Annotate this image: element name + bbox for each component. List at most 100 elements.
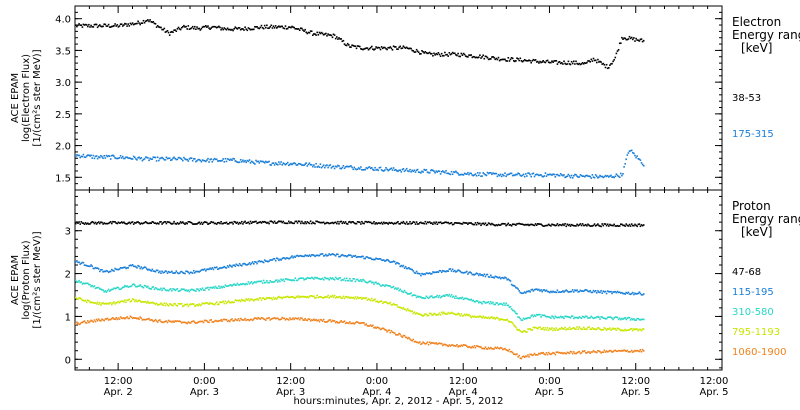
data-point-proton-4 bbox=[93, 319, 96, 321]
data-point-proton-3 bbox=[260, 299, 263, 301]
data-point-proton-2 bbox=[608, 316, 610, 318]
data-point-proton-1 bbox=[404, 266, 407, 268]
data-point-proton-4 bbox=[479, 346, 481, 348]
data-point-electron-1 bbox=[291, 163, 293, 166]
data-point-electron-0 bbox=[460, 52, 463, 55]
data-point-electron-1 bbox=[171, 158, 173, 161]
data-point-proton-4 bbox=[393, 332, 396, 334]
data-point-proton-2 bbox=[336, 277, 338, 280]
data-point-electron-1 bbox=[331, 165, 334, 168]
data-point-electron-0 bbox=[598, 61, 600, 63]
data-point-electron-0 bbox=[248, 27, 251, 30]
data-point-electron-1 bbox=[141, 159, 144, 162]
data-point-proton-2 bbox=[151, 286, 154, 289]
data-point-proton-2 bbox=[191, 288, 194, 291]
data-point-proton-2 bbox=[184, 289, 186, 292]
data-point-proton-1 bbox=[286, 257, 289, 259]
data-point-proton-2 bbox=[549, 316, 551, 319]
data-point-proton-4 bbox=[461, 345, 464, 347]
data-point-proton-0 bbox=[569, 225, 572, 227]
data-point-electron-0 bbox=[485, 55, 488, 58]
data-point-proton-2 bbox=[609, 316, 611, 318]
data-point-proton-0 bbox=[239, 222, 242, 225]
data-point-electron-0 bbox=[468, 54, 470, 56]
data-point-electron-0 bbox=[131, 22, 134, 24]
data-point-proton-4 bbox=[242, 319, 244, 321]
data-point-proton-0 bbox=[388, 221, 390, 224]
data-point-electron-1 bbox=[387, 169, 389, 172]
data-point-proton-3 bbox=[597, 327, 599, 329]
data-point-proton-1 bbox=[562, 290, 564, 292]
data-point-proton-2 bbox=[194, 289, 196, 292]
data-point-proton-1 bbox=[637, 292, 640, 295]
data-point-proton-1 bbox=[634, 292, 636, 295]
data-point-proton-4 bbox=[92, 321, 95, 323]
data-point-proton-3 bbox=[543, 329, 546, 331]
data-point-electron-1 bbox=[600, 175, 602, 178]
data-point-proton-4 bbox=[413, 341, 416, 343]
data-point-electron-1 bbox=[502, 173, 504, 176]
data-point-electron-0 bbox=[592, 57, 595, 60]
data-point-proton-3 bbox=[462, 314, 465, 317]
data-point-proton-1 bbox=[596, 292, 598, 294]
data-point-electron-1 bbox=[259, 160, 262, 162]
data-point-proton-0 bbox=[520, 223, 523, 225]
data-point-proton-1 bbox=[226, 265, 229, 267]
data-point-electron-0 bbox=[296, 28, 299, 30]
data-point-proton-3 bbox=[627, 329, 630, 331]
data-point-proton-0 bbox=[160, 221, 162, 223]
data-point-proton-0 bbox=[640, 224, 643, 226]
data-point-proton-4 bbox=[369, 324, 372, 326]
data-point-electron-1 bbox=[208, 161, 210, 163]
data-point-proton-0 bbox=[137, 221, 139, 223]
data-point-electron-0 bbox=[519, 57, 522, 60]
data-point-proton-3 bbox=[432, 314, 434, 316]
data-point-electron-0 bbox=[470, 54, 472, 56]
data-point-electron-1 bbox=[279, 163, 281, 165]
data-point-proton-2 bbox=[621, 317, 623, 320]
data-point-proton-2 bbox=[360, 279, 362, 281]
data-point-electron-0 bbox=[563, 60, 565, 63]
data-point-electron-1 bbox=[142, 158, 145, 161]
data-point-proton-4 bbox=[503, 348, 505, 350]
data-point-proton-2 bbox=[234, 284, 237, 286]
data-point-electron-0 bbox=[525, 59, 527, 62]
data-point-proton-2 bbox=[641, 318, 644, 321]
data-point-proton-2 bbox=[256, 280, 258, 283]
legend-title-proton: Proton bbox=[732, 199, 771, 213]
data-point-proton-2 bbox=[188, 290, 191, 293]
data-point-proton-4 bbox=[334, 321, 337, 324]
data-point-electron-1 bbox=[401, 168, 404, 171]
data-point-proton-0 bbox=[119, 222, 122, 224]
data-point-electron-1 bbox=[505, 175, 507, 178]
data-point-proton-1 bbox=[151, 268, 154, 271]
data-point-proton-3 bbox=[408, 309, 410, 312]
data-point-proton-2 bbox=[505, 302, 507, 305]
data-point-proton-2 bbox=[190, 288, 193, 291]
data-point-electron-0 bbox=[503, 58, 505, 61]
data-point-proton-4 bbox=[464, 344, 467, 346]
data-point-electron-1 bbox=[253, 162, 255, 164]
data-point-proton-4 bbox=[417, 342, 420, 344]
data-point-electron-1 bbox=[280, 161, 282, 163]
data-point-electron-0 bbox=[297, 28, 300, 30]
data-point-proton-4 bbox=[469, 346, 471, 349]
data-point-proton-3 bbox=[193, 303, 195, 305]
data-point-proton-2 bbox=[472, 299, 475, 302]
data-point-electron-1 bbox=[485, 174, 488, 177]
data-point-proton-3 bbox=[284, 296, 287, 298]
data-point-electron-1 bbox=[612, 176, 614, 178]
data-point-proton-3 bbox=[570, 327, 573, 330]
data-point-proton-4 bbox=[498, 347, 501, 350]
legend-title-electron: [keV] bbox=[741, 41, 772, 55]
data-point-proton-1 bbox=[476, 273, 479, 275]
data-point-proton-1 bbox=[590, 291, 593, 294]
data-point-electron-1 bbox=[355, 168, 358, 171]
data-point-electron-1 bbox=[641, 163, 644, 166]
data-point-proton-0 bbox=[151, 221, 154, 223]
data-point-electron-0 bbox=[243, 29, 245, 31]
data-point-proton-1 bbox=[271, 259, 274, 261]
data-point-proton-1 bbox=[280, 259, 282, 261]
data-point-electron-0 bbox=[271, 27, 274, 29]
data-point-proton-3 bbox=[135, 299, 137, 301]
